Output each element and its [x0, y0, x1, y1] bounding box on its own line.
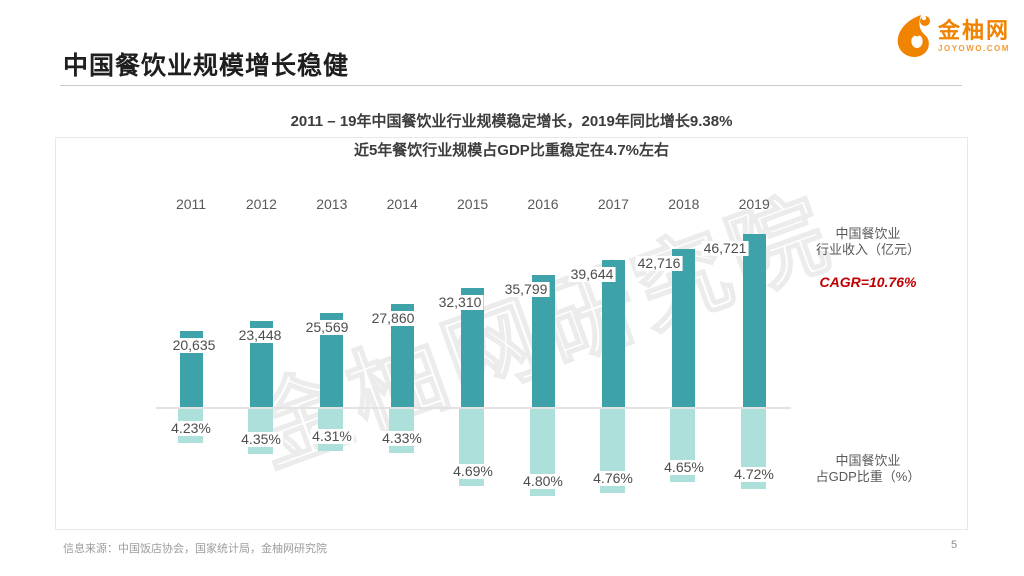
revenue-bar: [391, 304, 414, 408]
year-label: 2013: [316, 196, 348, 212]
revenue-bar: [320, 313, 343, 408]
year-label: 2015: [457, 196, 489, 212]
axis-baseline: [156, 407, 791, 409]
revenue-value-label: 32,310: [436, 294, 484, 310]
revenue-value-label: 46,721: [701, 240, 749, 256]
revenue-value-label: 42,716: [635, 255, 683, 271]
year-label: 2017: [597, 196, 629, 212]
revenue-bar: [743, 234, 766, 408]
year-label: 2012: [245, 196, 277, 212]
gdp-pct-label: 4.80%: [521, 473, 565, 489]
year-label: 2016: [527, 196, 559, 212]
source-note: 信息来源：中国饭店协会，国家统计局，金柚网研究院: [63, 543, 327, 555]
plot-area: 2011 20,635 4.23% 2012 23,448 4.35% 2013 25,569…: [56, 138, 967, 529]
chart-title-line2: 近5年餐饮行业规模占GDP比重稳定在4.7%左右: [353, 142, 670, 159]
revenue-bar: [461, 288, 484, 408]
revenue-bar: [602, 260, 625, 408]
gdp-axis-label-line2: 占GDP比重（%）: [815, 469, 921, 484]
revenue-axis-label-line1: 中国餐饮业: [835, 226, 901, 241]
joyowo-logo: 金柚网 JOYOWO.COM: [894, 12, 1010, 60]
revenue-value-label: 25,569: [303, 319, 351, 335]
revenue-axis-label-line2: 行业收入（亿元）: [815, 242, 920, 257]
gdp-pct-label: 4.69%: [451, 463, 495, 479]
year-label: 2011: [175, 196, 207, 212]
gdp-pct-label: 4.76%: [591, 470, 635, 486]
gdp-pct-label: 4.31%: [310, 428, 354, 444]
revenue-value-label: 35,799: [502, 281, 550, 297]
revenue-bar: [532, 275, 555, 408]
gdp-pct-label: 4.65%: [662, 459, 706, 475]
chart-frame: 金柚网研究院 2011 20,635 4.23% 2012 23,448 4.35% 201…: [55, 137, 968, 530]
year-label: 2014: [386, 196, 418, 212]
revenue-value-label: 23,448: [236, 327, 284, 343]
year-label: 2019: [738, 196, 770, 212]
chart-title-line1: 2011 – 19年中国餐饮业行业规模稳定增长，2019年同比增长9.38%: [290, 113, 733, 130]
gdp-pct-label: 4.33%: [380, 430, 424, 446]
revenue-value-label: 20,635: [170, 337, 218, 353]
chart-title: 2011 – 19年中国餐饮业行业规模稳定增长，2019年同比增长9.38% 近…: [55, 112, 968, 161]
revenue-value-label: 27,860: [369, 310, 417, 326]
year-label: 2018: [668, 196, 700, 212]
cagr-annotation: CAGR=10.76%: [819, 274, 917, 290]
gdp-pct-label: 4.72%: [732, 466, 776, 482]
gdp-axis-label: 中国餐饮业 占GDP比重（%）: [793, 453, 943, 485]
logo-name: 金柚网: [937, 18, 1010, 43]
logo-domain: JOYOWO.COM: [938, 44, 1010, 53]
revenue-axis-label: 中国餐饮业 行业收入（亿元）: [793, 226, 943, 258]
gdp-axis-label-line1: 中国餐饮业: [835, 453, 901, 468]
logo-text: 金柚网 JOYOWO.COM: [938, 12, 1010, 54]
revenue-value-label: 39,644: [568, 266, 616, 282]
revenue-bar: [672, 249, 695, 408]
page-title: 中国餐饮业规模增长稳健: [63, 52, 350, 80]
gdp-pct-label: 4.35%: [239, 431, 283, 447]
header-divider: [60, 85, 962, 86]
page-number: 5: [950, 539, 958, 551]
gdp-pct-label: 4.23%: [169, 420, 213, 436]
pomelo-logo-icon: [897, 15, 930, 57]
